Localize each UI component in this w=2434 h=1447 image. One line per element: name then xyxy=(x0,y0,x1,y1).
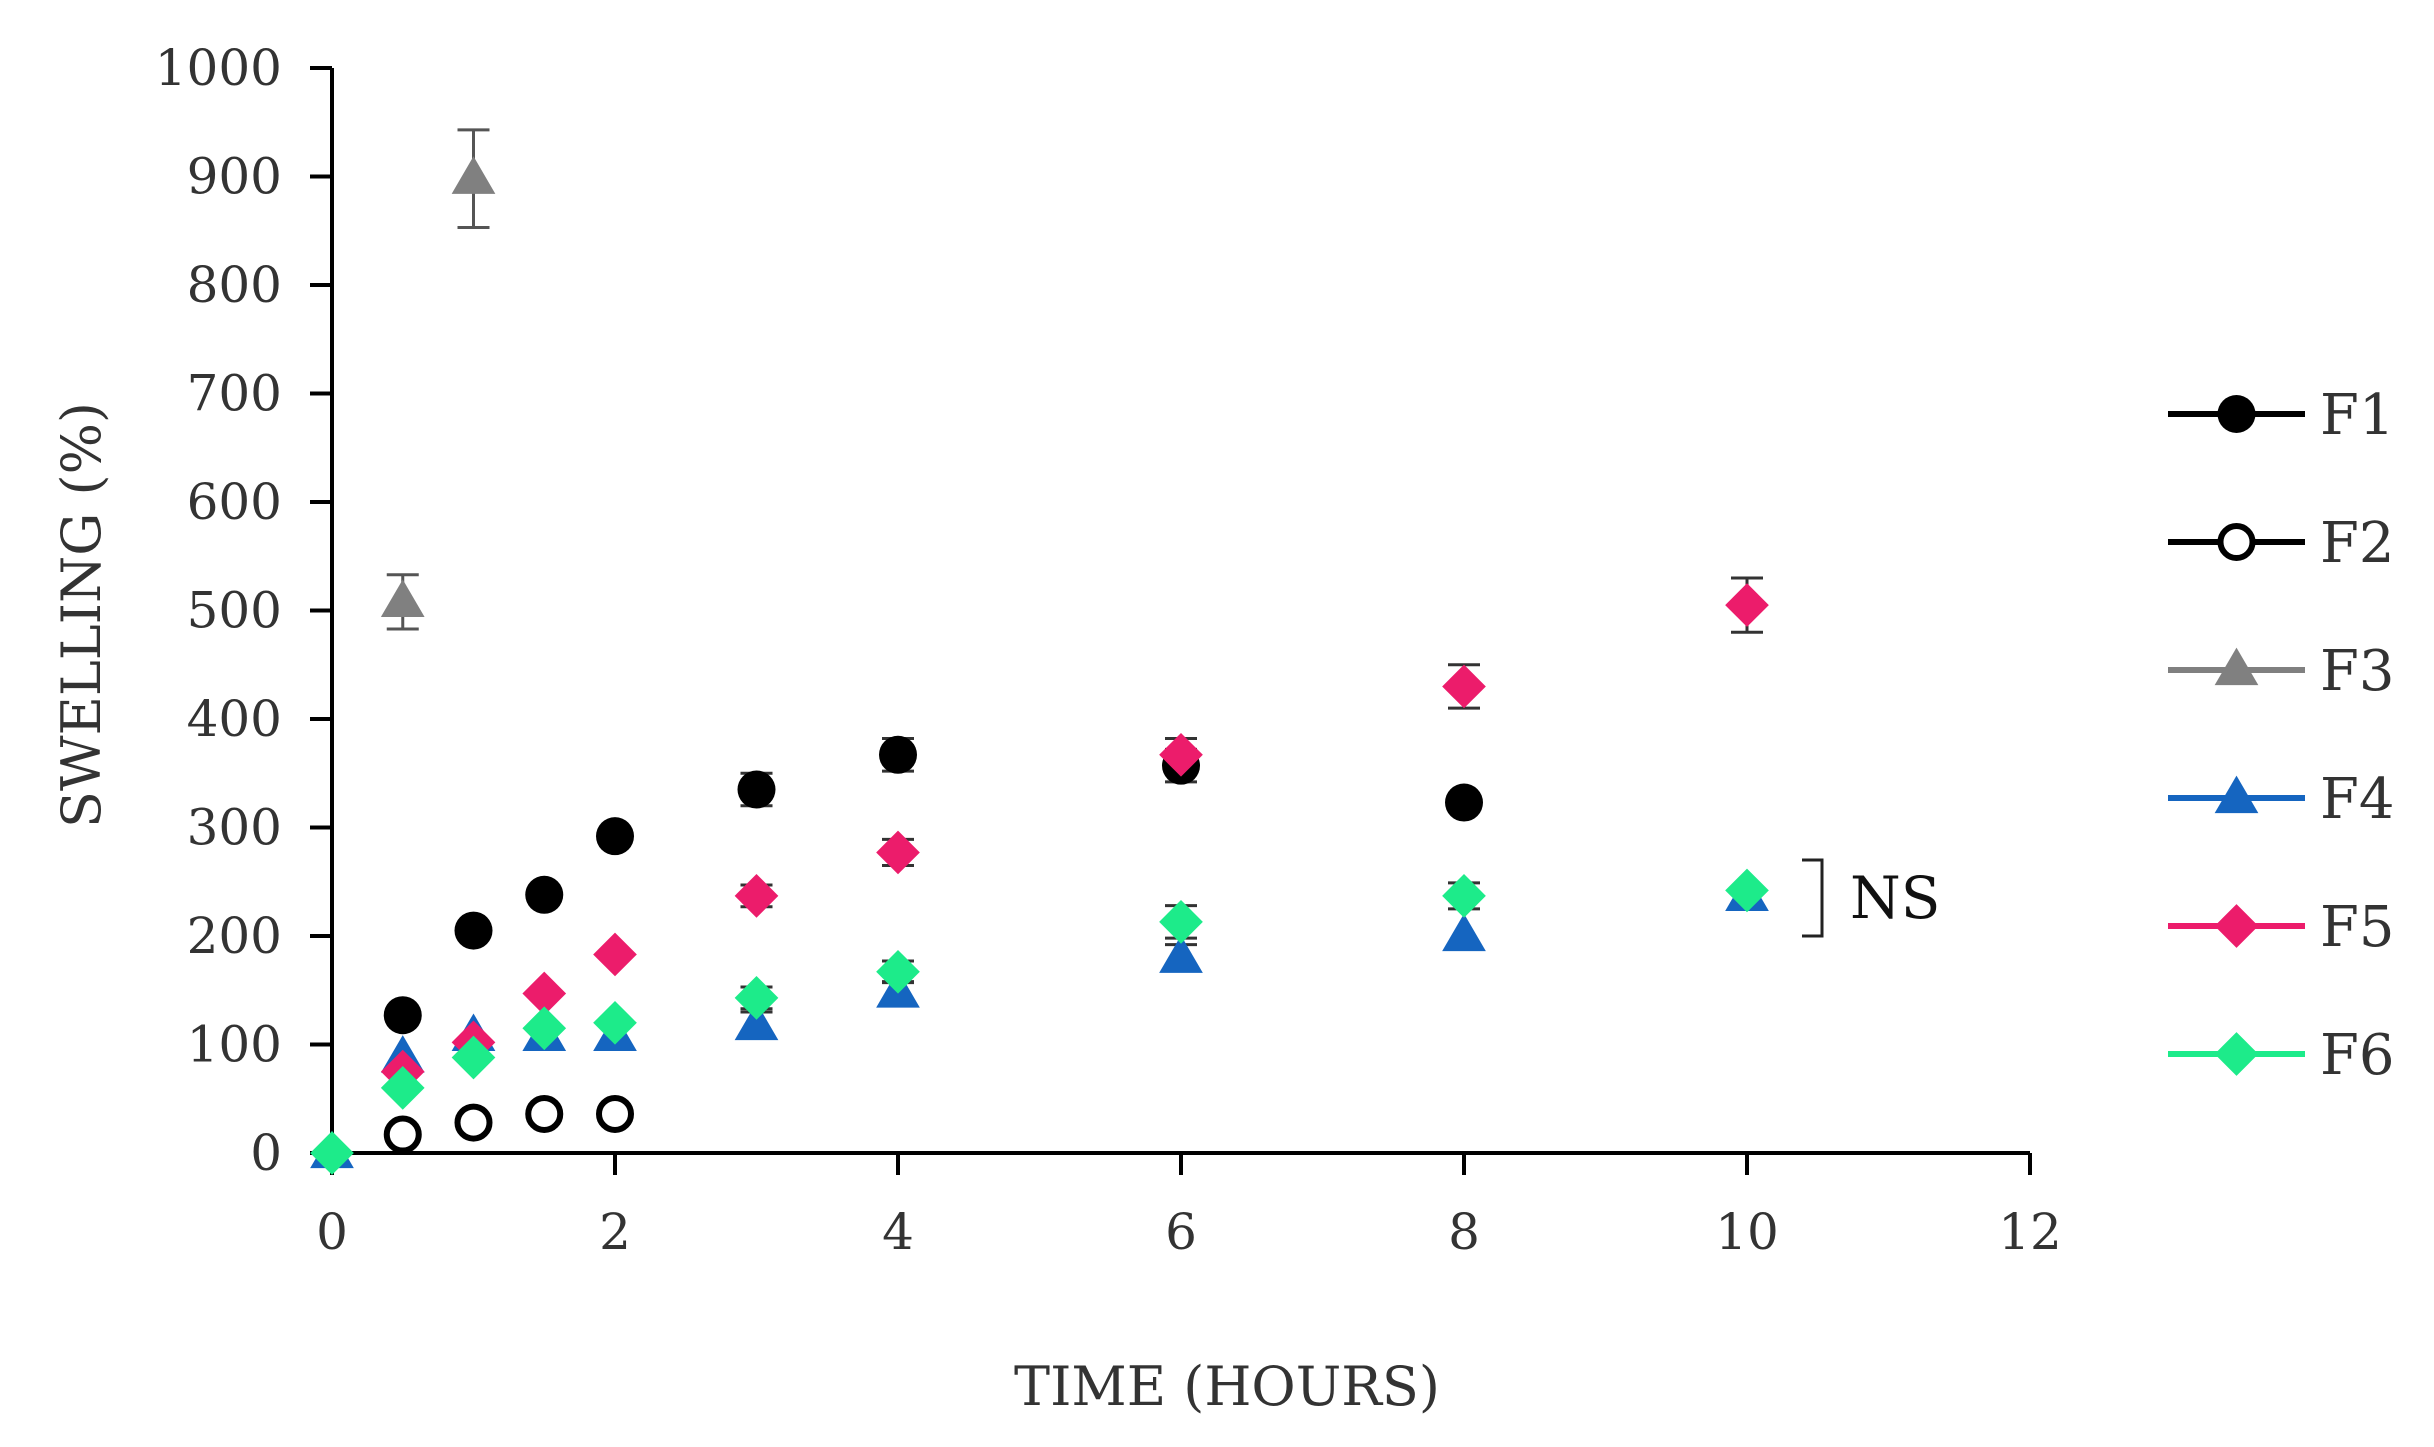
y-tick-label: 900 xyxy=(187,148,282,206)
f5-point xyxy=(876,830,920,875)
f6-point xyxy=(876,949,920,994)
f6-point xyxy=(734,975,779,1020)
legend-label-f6: F6 xyxy=(2320,1023,2394,1088)
legend-item-f6: F6 xyxy=(2168,1023,2394,1088)
legend-item-f1: F1 xyxy=(2168,383,2394,448)
f6-point xyxy=(310,1131,354,1175)
f5-point xyxy=(734,874,779,918)
legend-item-f3: F3 xyxy=(2168,639,2394,704)
f6-point xyxy=(380,1066,425,1110)
f4-point xyxy=(1159,935,1203,973)
f6-point xyxy=(1725,868,1769,913)
x-tick-label: 6 xyxy=(1165,1203,1197,1261)
legend-marker-f2 xyxy=(2217,523,2256,561)
f6-point xyxy=(1442,874,1486,918)
y-tick-label: 600 xyxy=(187,473,282,531)
f1-point xyxy=(525,875,564,914)
legend-label-f1: F1 xyxy=(2320,383,2394,448)
f3-point xyxy=(451,156,496,194)
error-bars xyxy=(386,128,1763,1040)
y-tick-label: 200 xyxy=(187,907,282,965)
y-tick-label: 700 xyxy=(187,365,282,423)
y-axis-title: SWELLING (%) xyxy=(50,402,113,828)
legend-label-f2: F2 xyxy=(2320,511,2394,576)
f6-point xyxy=(451,1035,496,1080)
ns-annotation: NS xyxy=(1802,858,1940,938)
legend-marker-f4 xyxy=(2214,775,2259,814)
f5-point xyxy=(1725,583,1769,627)
x-tick-label: 0 xyxy=(316,1203,348,1261)
f2-point xyxy=(383,1115,422,1154)
legend-marker-f5 xyxy=(2214,904,2259,948)
f2-point xyxy=(454,1103,493,1142)
x-tick-label: 8 xyxy=(1448,1203,1480,1261)
x-tick-label: 10 xyxy=(1715,1203,1779,1261)
axes xyxy=(330,68,2030,1155)
ns-bracket xyxy=(1802,858,1824,938)
y-tick-label: 300 xyxy=(187,799,282,857)
f5-point xyxy=(1442,664,1486,709)
f1-point xyxy=(879,735,917,774)
f5-point xyxy=(1159,732,1203,777)
ns-label: NS xyxy=(1850,864,1940,932)
f1-point xyxy=(454,911,493,950)
data-points xyxy=(310,156,1769,1175)
f6-point xyxy=(522,1006,567,1051)
x-axis-title: TIME (HOURS) xyxy=(1014,1355,1440,1418)
legend-marker-f1 xyxy=(2217,395,2256,433)
x-tick-label: 2 xyxy=(599,1203,631,1261)
legend-label-f4: F4 xyxy=(2320,767,2394,832)
x-axis-ticks: 0 2 4 6 8 10 12 xyxy=(316,1153,2062,1261)
legend-item-f2: F2 xyxy=(2168,511,2394,576)
f4-point xyxy=(734,1002,779,1041)
legend-label-f5: F5 xyxy=(2320,895,2394,960)
x-tick-label: 4 xyxy=(882,1203,914,1261)
y-tick-label: 500 xyxy=(187,582,282,640)
f2-point xyxy=(525,1094,564,1133)
f1-point xyxy=(383,996,422,1035)
f1-point xyxy=(596,817,634,856)
f5-point xyxy=(593,932,637,977)
legend-item-f5: F5 xyxy=(2168,895,2394,960)
y-axis-ticks: 0 100 200 300 400 500 600 700 800 900 1000 xyxy=(155,39,332,1182)
y-tick-label: 800 xyxy=(187,256,282,314)
f2-point xyxy=(596,1094,634,1133)
y-tick-label: 400 xyxy=(187,690,282,748)
legend-label-f3: F3 xyxy=(2320,639,2394,704)
f5-point xyxy=(522,971,567,1016)
f1-point xyxy=(1445,783,1483,822)
x-tick-label: 12 xyxy=(1998,1203,2062,1261)
f3-point xyxy=(380,579,425,617)
f1-point xyxy=(737,770,776,809)
legend-marker-f3 xyxy=(2214,647,2259,686)
y-tick-label: 0 xyxy=(250,1124,282,1182)
y-tick-label: 1000 xyxy=(155,39,282,97)
legend: F1 F2 F3 F4 F5 F6 xyxy=(2168,383,2394,1088)
legend-item-f4: F4 xyxy=(2168,767,2394,832)
f4-point xyxy=(1442,913,1486,952)
legend-marker-f6 xyxy=(2214,1032,2259,1076)
y-tick-label: 100 xyxy=(187,1016,282,1074)
f6-point xyxy=(593,1000,637,1045)
f6-point xyxy=(1159,900,1203,944)
